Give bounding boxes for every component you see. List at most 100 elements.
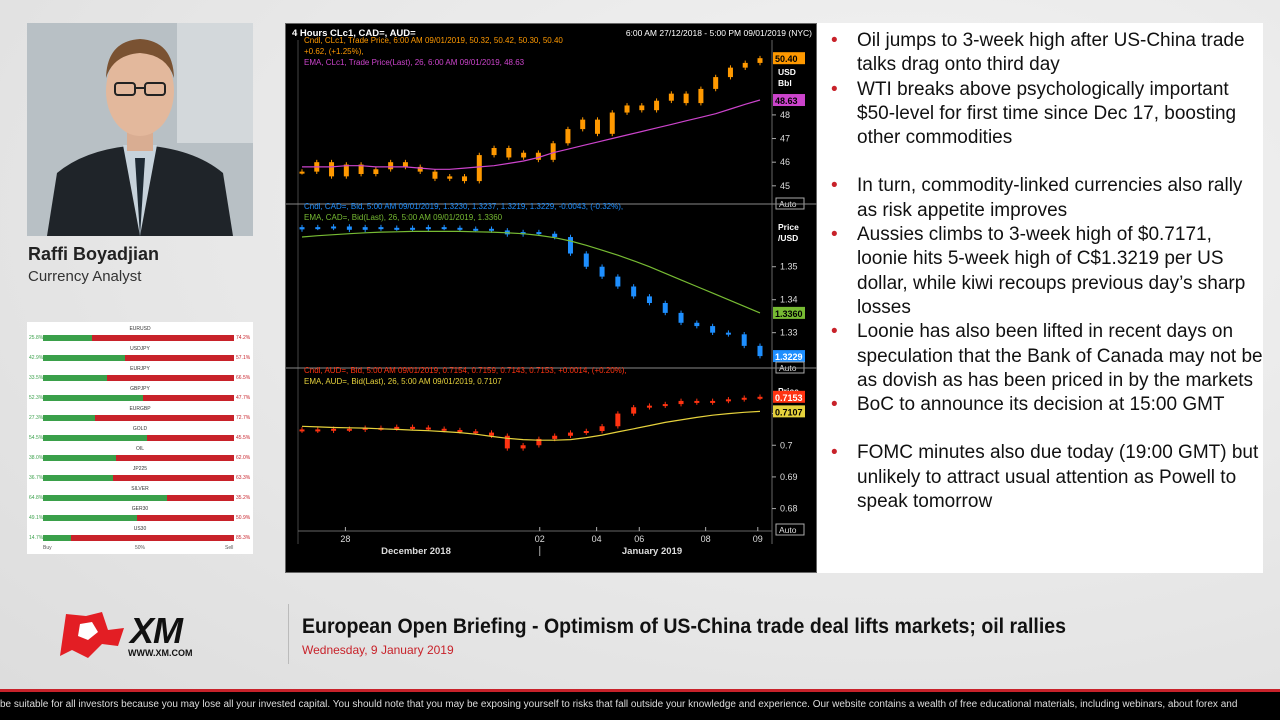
sentiment-bar bbox=[43, 415, 234, 421]
candle-body bbox=[550, 143, 556, 160]
x-tick-label: 09 bbox=[753, 534, 763, 544]
auto-label: Auto bbox=[779, 525, 797, 535]
price-tick-label: 47 bbox=[780, 134, 790, 144]
sentiment-buy-value: 33.5% bbox=[29, 375, 44, 381]
candle-body bbox=[624, 105, 630, 113]
axis-title-cad: Price bbox=[778, 222, 799, 232]
candle-body bbox=[388, 162, 394, 170]
sentiment-row: SILVER 64.8% 35.2% bbox=[27, 486, 253, 506]
legend-oil: Cndl, CLc1, Trade Price, 6:00 AM 09/01/2… bbox=[304, 36, 563, 45]
axis-title-cad: /USD bbox=[778, 233, 798, 243]
legend-oil: +0.62, (+1.25%), bbox=[304, 47, 364, 56]
candle-body bbox=[447, 176, 453, 179]
sentiment-instrument: GBPJPY bbox=[130, 386, 150, 392]
sentiment-instrument: SILVER bbox=[131, 486, 149, 492]
candle-body bbox=[757, 345, 763, 357]
candle-body bbox=[362, 227, 368, 230]
candle-body bbox=[646, 296, 652, 303]
ema-value-label: 1.3360 bbox=[775, 309, 803, 319]
sentiment-bar bbox=[43, 435, 234, 441]
candle-body bbox=[727, 67, 733, 78]
candle-body bbox=[520, 445, 526, 449]
sentiment-bar bbox=[43, 535, 234, 541]
candle-body bbox=[346, 226, 352, 230]
price-tick-label: 0.69 bbox=[780, 472, 798, 482]
candle-body bbox=[331, 428, 337, 431]
sentiment-sell-value: 35.2% bbox=[236, 495, 251, 501]
price-tick-label: 1.34 bbox=[780, 295, 798, 305]
candle-body bbox=[698, 88, 704, 104]
sentiment-buy-value: 49.1% bbox=[29, 515, 44, 521]
date: Wednesday, 9 January 2019 bbox=[302, 643, 454, 657]
sentiment-buy-fill bbox=[43, 335, 93, 341]
candle-body bbox=[757, 396, 763, 399]
ema-value-badge bbox=[773, 306, 805, 319]
ema-value-label: 0.7107 bbox=[775, 407, 803, 417]
sentiment-instrument: USDJPY bbox=[130, 346, 150, 352]
last-price-badge bbox=[773, 390, 805, 403]
axis-title-oil: USD bbox=[778, 67, 796, 77]
xm-logo-icon bbox=[60, 612, 124, 658]
legend-cad: Cndl, CAD=, Bid, 5:00 AM 09/01/2019, 1.3… bbox=[304, 202, 623, 211]
sentiment-buy-value: 42.9% bbox=[29, 355, 44, 361]
candle-body bbox=[536, 438, 542, 446]
sentiment-axis-sell: Sell bbox=[225, 545, 234, 551]
auto-button bbox=[775, 523, 805, 536]
bullet-item: BoC to announce its decision at 15:00 GM… bbox=[827, 393, 1263, 418]
candle-body bbox=[615, 413, 621, 427]
sentiment-instrument: EURUSD bbox=[129, 326, 151, 332]
sentiment-sell-value: 72.7% bbox=[236, 415, 251, 421]
chart-svg: 4 Hours CLc1, CAD=, AUD= 6:00 AM 27/12/20… bbox=[286, 28, 818, 557]
candle-body bbox=[358, 164, 364, 174]
sentiment-sell-value: 66.5% bbox=[236, 375, 251, 381]
ema-line-cad bbox=[301, 230, 761, 314]
chart-time-range: 6:00 AM 27/12/2018 - 5:00 PM 09/01/2019 … bbox=[626, 28, 812, 38]
candle-body bbox=[646, 405, 652, 408]
candle-body bbox=[694, 322, 700, 327]
bullet-item: WTI breaks above psychologically importa… bbox=[827, 78, 1263, 151]
candle-body bbox=[725, 332, 731, 335]
sentiment-row: GER30 49.1% 50.9% bbox=[27, 506, 253, 526]
price-tick-label: 45 bbox=[780, 181, 790, 191]
candle-body bbox=[417, 166, 423, 172]
candle-body bbox=[580, 119, 586, 130]
candle-body bbox=[441, 428, 447, 431]
candle-body bbox=[299, 227, 305, 230]
legend-aud: Cndl, AUD=, Bid, 5:00 AM 09/01/2019, 0.7… bbox=[304, 366, 627, 375]
sentiment-instrument: EURJPY bbox=[130, 366, 150, 372]
candle-body bbox=[402, 162, 408, 167]
candle-body bbox=[299, 171, 305, 174]
candle-body bbox=[315, 429, 321, 432]
sentiment-sell-value: 47.7% bbox=[236, 395, 251, 401]
sentiment-row: USDJPY 42.9% 57.1% bbox=[27, 346, 253, 366]
candle-body bbox=[535, 152, 541, 160]
last-price-badge bbox=[773, 52, 805, 65]
x-tick-label: 02 bbox=[535, 534, 545, 544]
candle-body bbox=[473, 431, 479, 434]
candle-body bbox=[583, 253, 589, 267]
axis-title-oil: Bbl bbox=[778, 78, 792, 88]
candle-body bbox=[654, 100, 660, 111]
bullet-item: In turn, commodity-linked currencies als… bbox=[827, 174, 1263, 223]
xm-logo: XM WWW.XM.COM bbox=[58, 610, 213, 660]
sentiment-bar bbox=[43, 515, 234, 521]
candle-body bbox=[394, 227, 400, 230]
sentiment-instrument: GER30 bbox=[131, 506, 149, 512]
candle-body bbox=[594, 119, 600, 134]
candle-body bbox=[462, 176, 468, 182]
sentiment-buy-value: 38.0% bbox=[29, 455, 44, 461]
logo-text: XM bbox=[130, 610, 183, 651]
sentiment-buy-fill bbox=[43, 395, 143, 401]
x-tick-label: 08 bbox=[701, 534, 711, 544]
sentiment-buy-fill bbox=[43, 375, 107, 381]
candle-body bbox=[329, 162, 335, 177]
candle-body bbox=[583, 431, 589, 433]
candle-body bbox=[425, 427, 431, 430]
candle-body bbox=[694, 400, 700, 403]
candle-body bbox=[710, 326, 716, 333]
sentiment-buy-fill bbox=[43, 455, 116, 461]
sentiment-buy-value: 27.3% bbox=[29, 415, 44, 421]
sentiment-row: US30 14.7% 85.3% bbox=[27, 526, 253, 546]
ema-line-aud bbox=[301, 410, 761, 441]
sentiment-buy-value: 25.8% bbox=[29, 335, 44, 341]
